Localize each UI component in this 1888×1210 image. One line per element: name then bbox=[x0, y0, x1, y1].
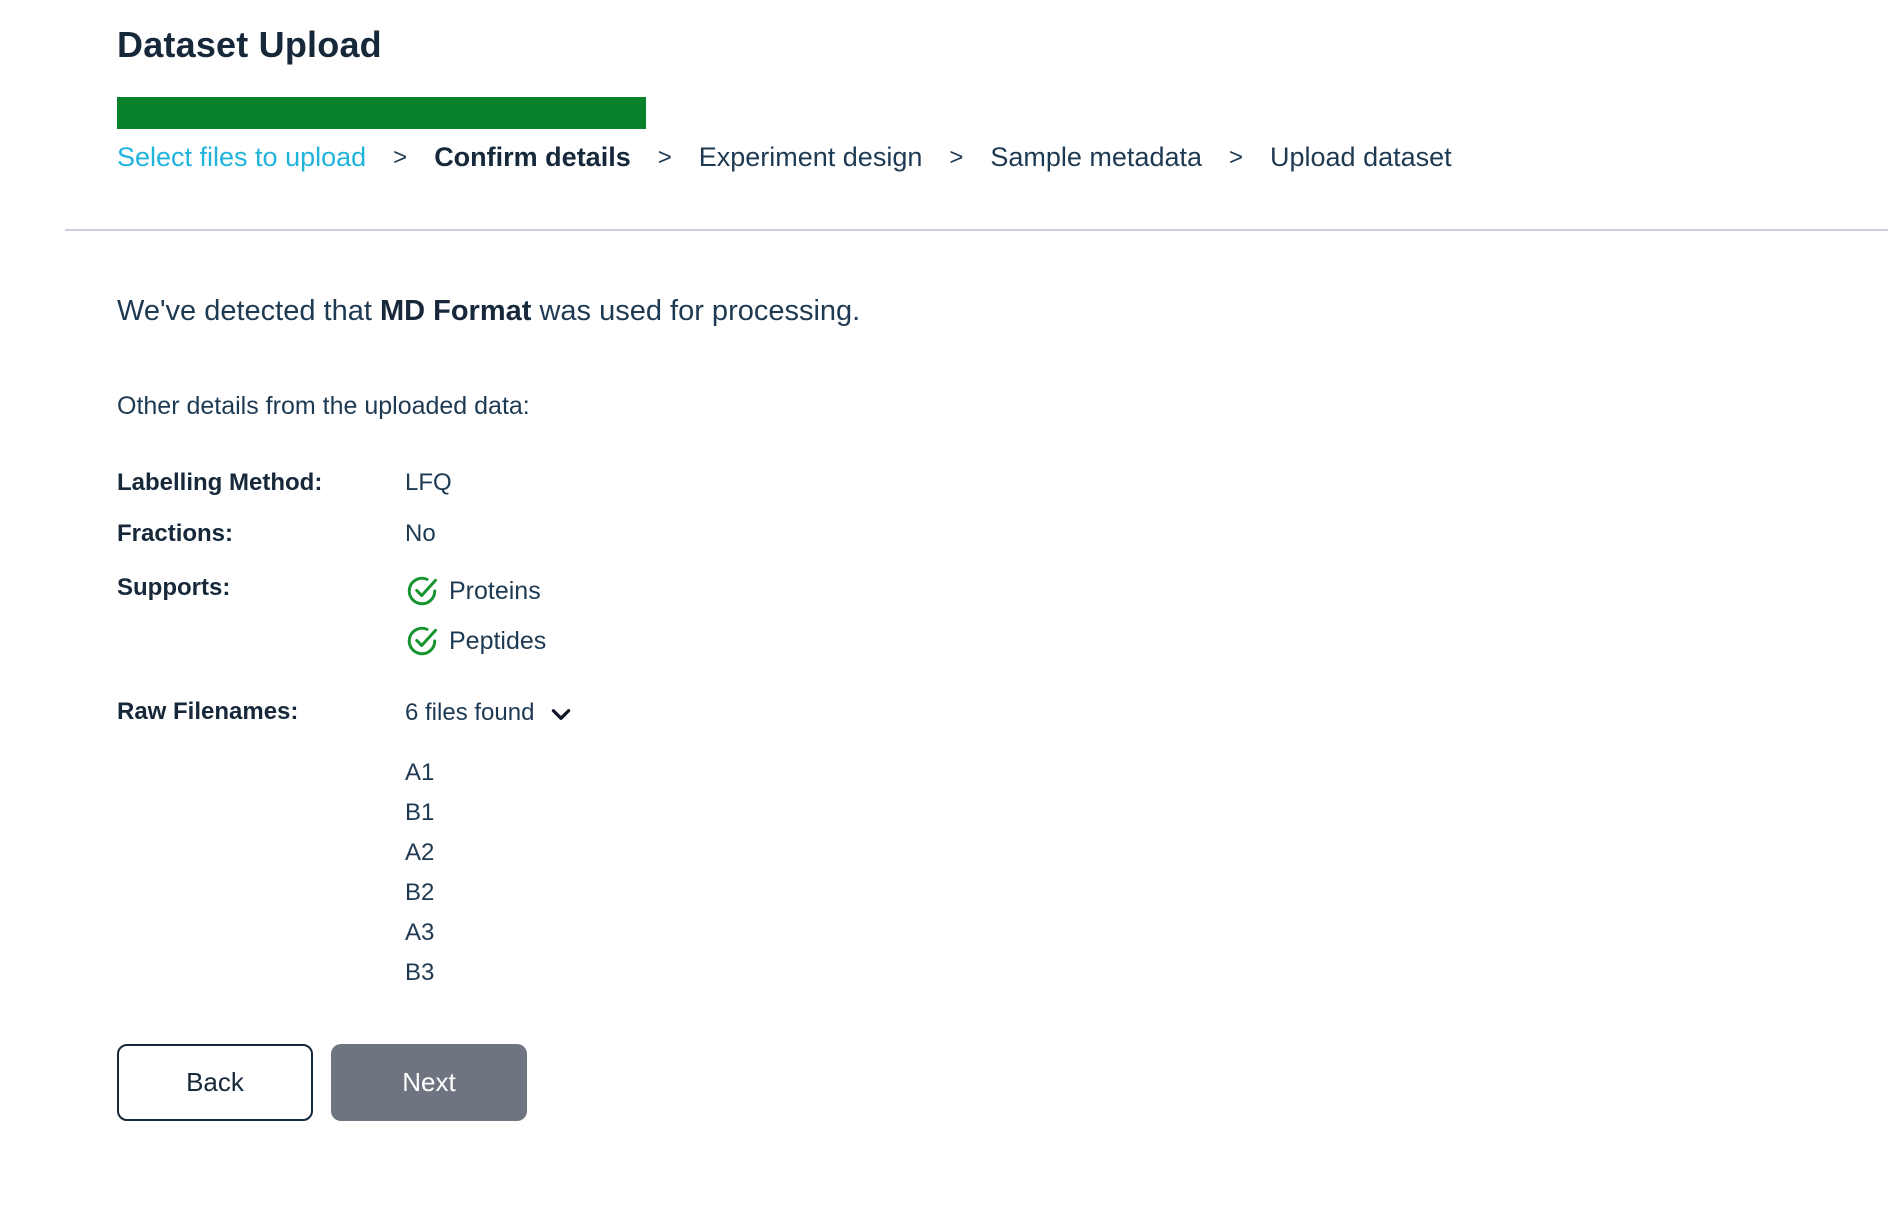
fractions-row: Fractions: No bbox=[117, 520, 1848, 548]
step-sample-metadata: Sample metadata bbox=[990, 142, 1202, 172]
supports-label: Supports: bbox=[117, 574, 231, 601]
raw-filenames-row: Raw Filenames: 6 files found A1 B1 A2 bbox=[117, 698, 1848, 993]
progress-bar-fill bbox=[117, 97, 646, 129]
wizard-header: Dataset Upload Select files to upload > … bbox=[0, 0, 1888, 173]
confirm-details-panel: We've detected that MD Format was used f… bbox=[0, 231, 1888, 1121]
support-item-proteins: Proteins bbox=[405, 574, 546, 608]
next-button[interactable]: Next bbox=[331, 1044, 527, 1121]
step-confirm-details: Confirm details bbox=[434, 142, 631, 172]
detected-format-name: MD Format bbox=[379, 295, 532, 327]
detect-suffix: was used for processing. bbox=[531, 295, 861, 327]
other-details-heading: Other details from the uploaded data: bbox=[117, 392, 530, 420]
supports-row: Supports: Proteins bbox=[117, 574, 1848, 658]
labelling-method-value: LFQ bbox=[405, 469, 452, 496]
check-circle-icon bbox=[405, 574, 439, 608]
chevron-down-icon[interactable] bbox=[548, 701, 574, 727]
format-detected-message: We've detected that MD Format was used f… bbox=[117, 295, 1848, 328]
wizard-actions: Back Next bbox=[117, 1044, 1848, 1121]
step-upload-dataset: Upload dataset bbox=[1270, 142, 1452, 172]
back-button[interactable]: Back bbox=[117, 1044, 313, 1121]
wizard-step-nav: Select files to upload > Confirm details… bbox=[117, 142, 1848, 173]
raw-filenames-content: 6 files found A1 B1 A2 B2 A3 B3 bbox=[405, 698, 574, 993]
fractions-label: Fractions: bbox=[117, 520, 234, 547]
raw-file-item: A3 bbox=[405, 919, 435, 946]
details-grid: Labelling Method: LFQ Fractions: No Supp… bbox=[117, 469, 1848, 993]
labelling-method-row: Labelling Method: LFQ bbox=[117, 469, 1848, 497]
progress-bar-track bbox=[117, 97, 1449, 129]
labelling-method-label: Labelling Method: bbox=[117, 469, 323, 496]
page-title: Dataset Upload bbox=[117, 24, 382, 65]
raw-filenames-label: Raw Filenames: bbox=[117, 698, 299, 725]
step-separator: > bbox=[949, 143, 964, 171]
step-separator: > bbox=[393, 143, 408, 171]
step-select-files[interactable]: Select files to upload bbox=[117, 142, 367, 172]
raw-file-list: A1 B1 A2 B2 A3 B3 bbox=[405, 753, 574, 993]
raw-file-item: A1 bbox=[405, 759, 435, 786]
step-separator: > bbox=[1229, 143, 1244, 171]
raw-file-item: B3 bbox=[405, 959, 435, 986]
filenames-expander[interactable]: 6 files found bbox=[405, 698, 574, 727]
support-item-peptides: Peptides bbox=[405, 624, 546, 658]
header-divider bbox=[65, 229, 1888, 231]
supports-list: Proteins Peptides bbox=[405, 574, 546, 658]
raw-file-item: B1 bbox=[405, 799, 435, 826]
fractions-value: No bbox=[405, 520, 436, 547]
raw-file-item: B2 bbox=[405, 879, 435, 906]
step-experiment-design: Experiment design bbox=[698, 142, 923, 172]
support-item-label: Proteins bbox=[449, 576, 541, 605]
raw-file-item: A2 bbox=[405, 839, 435, 866]
support-item-label: Peptides bbox=[449, 626, 547, 655]
filenames-summary-text: 6 files found bbox=[405, 698, 535, 726]
check-circle-icon bbox=[405, 624, 439, 658]
detect-prefix: We've detected that bbox=[117, 295, 380, 327]
step-separator: > bbox=[657, 143, 672, 171]
